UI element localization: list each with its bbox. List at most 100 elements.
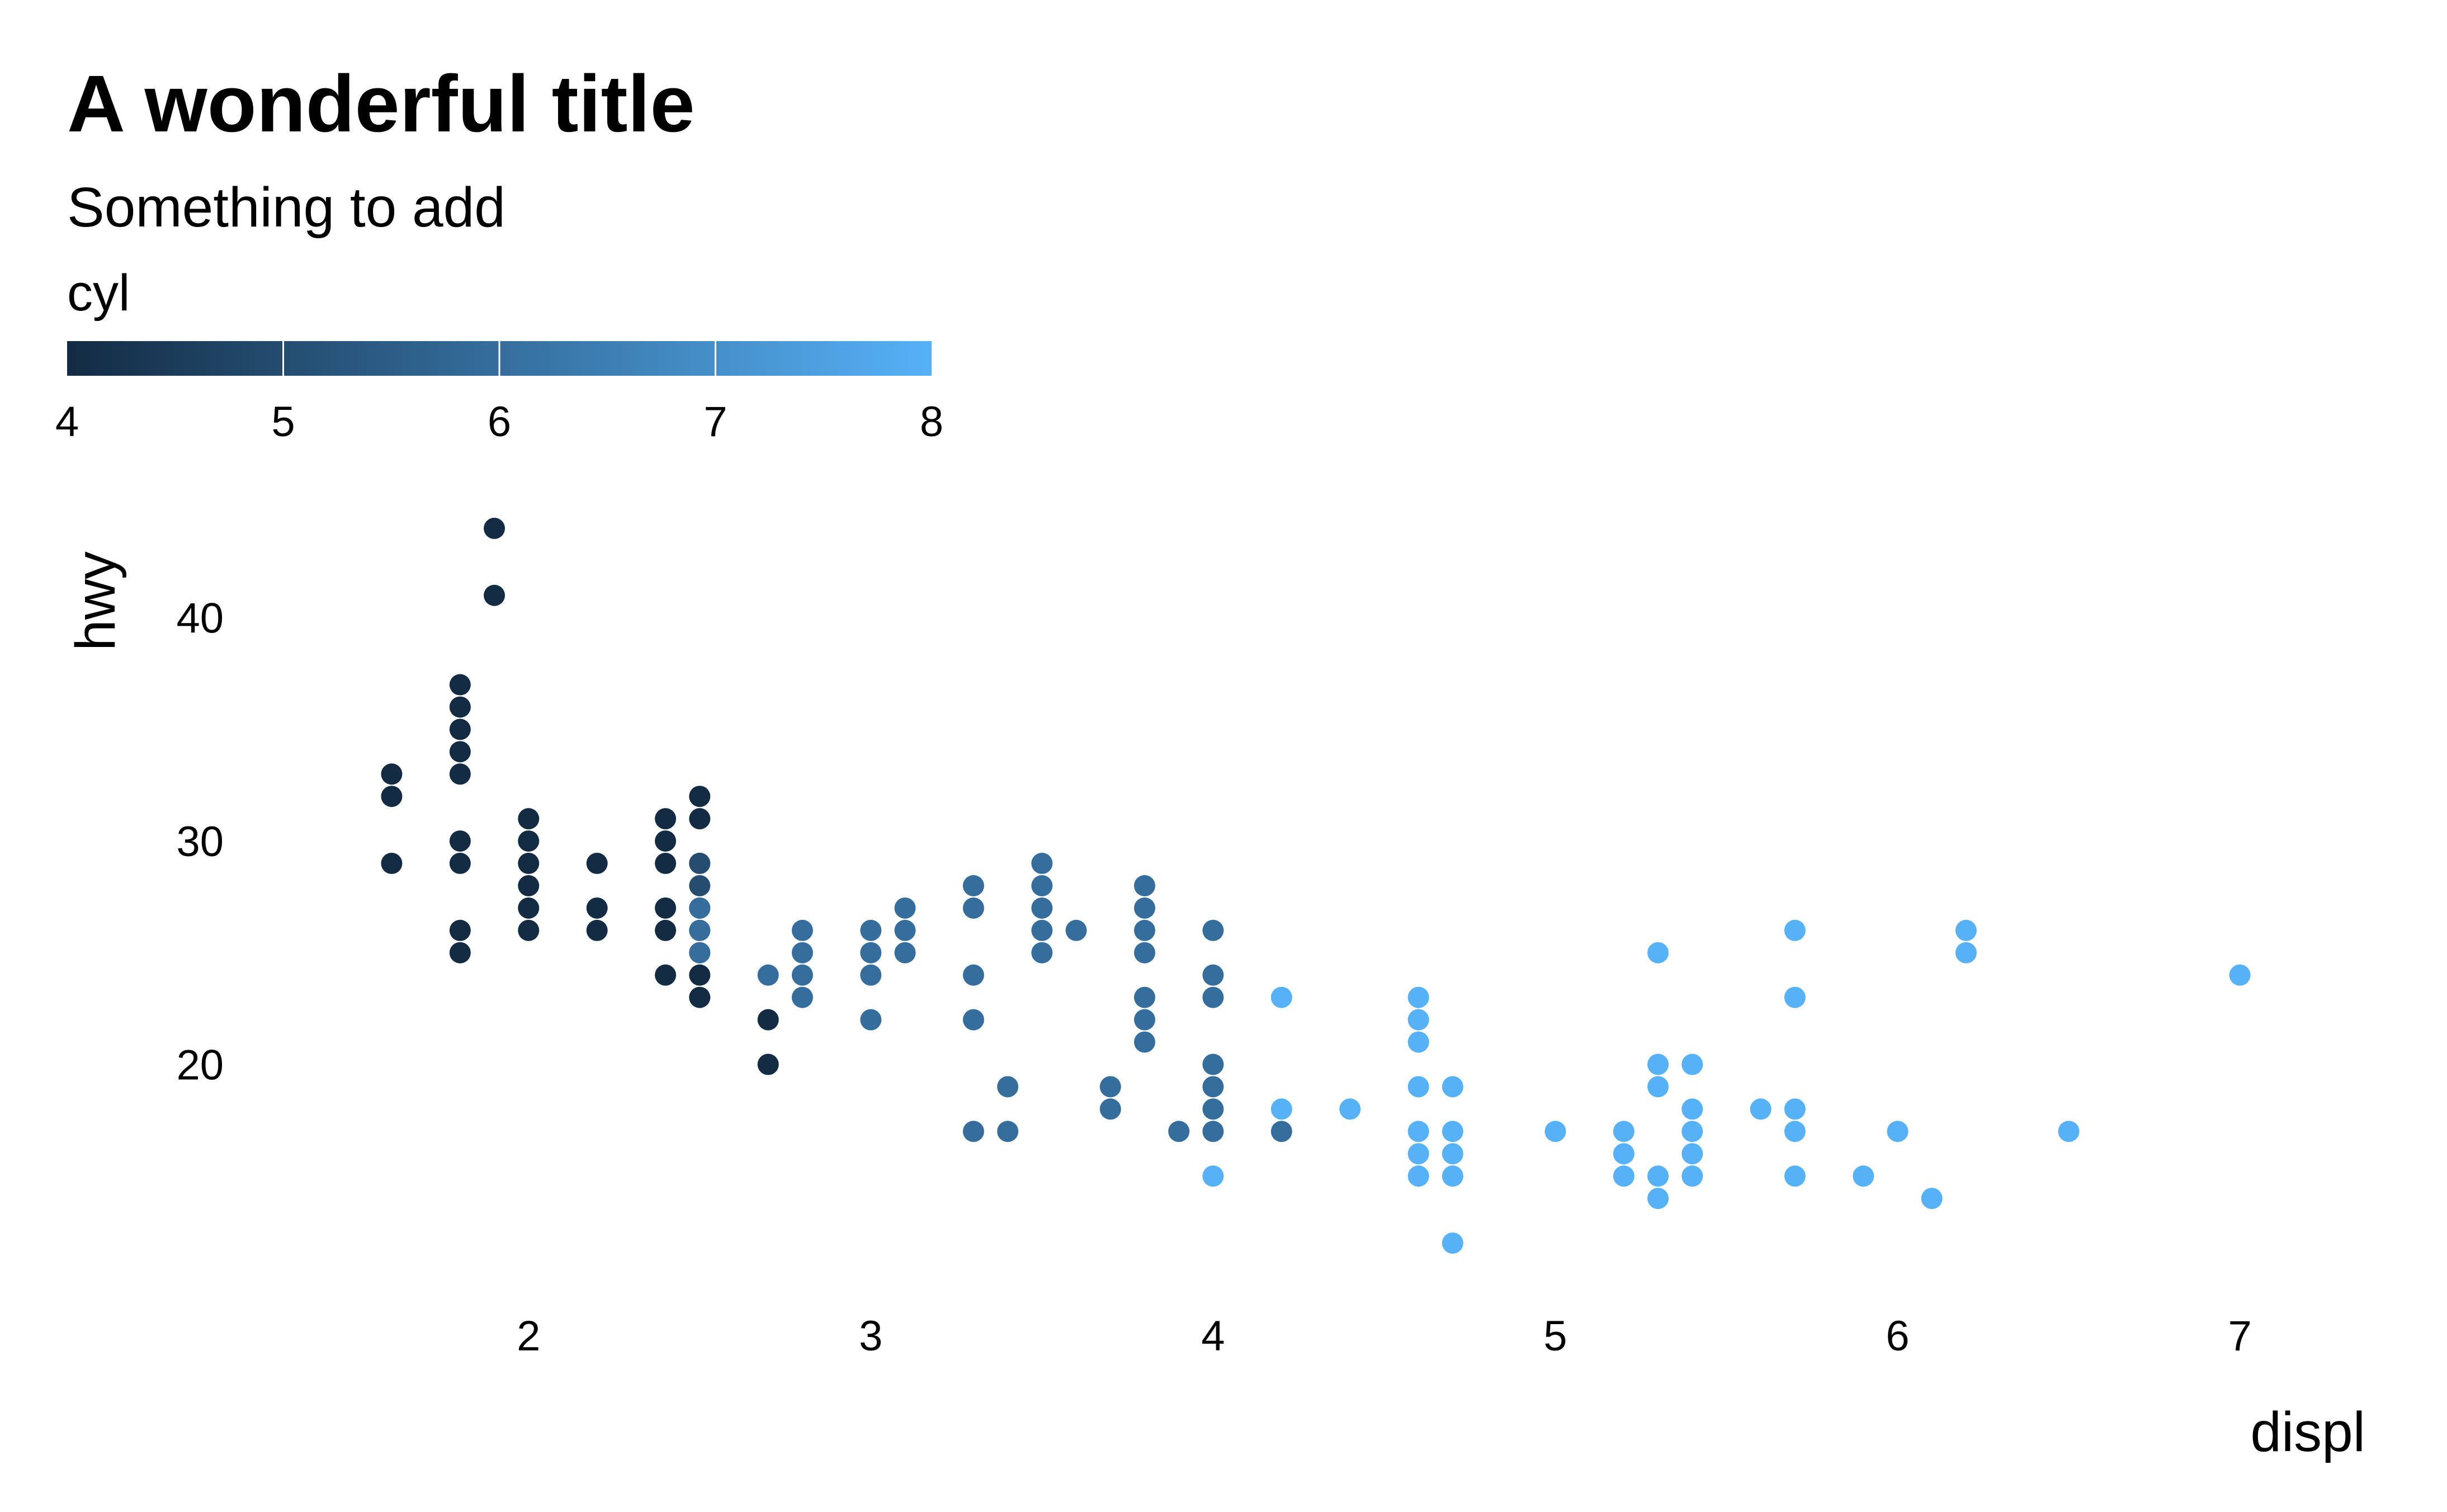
data-point [1133, 919, 1155, 941]
data-point [1681, 1143, 1703, 1165]
y-tick-label: 40 [176, 595, 224, 642]
data-point [1647, 942, 1669, 963]
legend-tick-label: 4 [55, 398, 79, 446]
data-point [1681, 1165, 1703, 1187]
x-axis-ticks: 2 3 4 5 6 7 [517, 1312, 2252, 1360]
data-point [1407, 1121, 1429, 1142]
data-point [1031, 853, 1053, 875]
data-point [689, 808, 711, 830]
data-point [791, 964, 813, 986]
data-point [655, 964, 677, 986]
color-legend: cyl 4 5 6 7 8 [55, 264, 943, 446]
chart-subtitle: Something to add [67, 176, 506, 239]
data-point [1202, 919, 1224, 941]
data-point [1442, 1232, 1463, 1254]
data-point [1681, 1053, 1703, 1075]
legend-tick-label: 8 [920, 398, 943, 446]
data-point [1133, 1031, 1155, 1053]
data-point [518, 830, 540, 852]
data-point [586, 853, 608, 875]
data-point [894, 897, 916, 919]
data-point [1613, 1143, 1635, 1165]
data-point [962, 897, 984, 919]
data-point [381, 763, 403, 785]
data-point [449, 853, 471, 875]
data-point [689, 919, 711, 941]
data-point [1133, 897, 1155, 919]
x-tick-label: 2 [517, 1312, 540, 1360]
data-point [381, 853, 403, 875]
data-point [860, 942, 882, 963]
data-point [1407, 986, 1429, 1008]
data-point [1647, 1053, 1669, 1075]
data-point [1031, 919, 1053, 941]
data-point [1133, 942, 1155, 963]
legend-tick-label: 6 [488, 398, 511, 446]
data-point [1270, 1121, 1292, 1142]
data-point [1202, 1053, 1224, 1075]
data-point [1202, 964, 1224, 986]
data-point [449, 674, 471, 696]
data-point [757, 1053, 779, 1075]
data-point [655, 808, 677, 830]
data-point [1853, 1165, 1874, 1187]
data-point [997, 1076, 1019, 1098]
data-point [1442, 1165, 1463, 1187]
data-point [757, 964, 779, 986]
data-point [484, 584, 506, 606]
data-point [518, 808, 540, 830]
data-point [518, 919, 540, 941]
data-point [1407, 1143, 1429, 1165]
data-point [757, 1009, 779, 1031]
legend-ticks: 4 5 6 7 8 [55, 341, 943, 446]
data-point [1647, 1188, 1669, 1209]
data-point [689, 986, 711, 1008]
data-point [1031, 875, 1053, 896]
data-point [1613, 1165, 1635, 1187]
data-point [962, 964, 984, 986]
data-point [689, 875, 711, 896]
data-point [1339, 1098, 1361, 1120]
legend-title: cyl [67, 264, 130, 322]
data-point [449, 741, 471, 763]
data-point [1784, 1165, 1806, 1187]
data-point [1270, 1098, 1292, 1120]
legend-tick-label: 7 [703, 398, 727, 446]
data-point [1202, 986, 1224, 1008]
data-point [1750, 1098, 1772, 1120]
data-point [655, 853, 677, 875]
data-point [1442, 1143, 1463, 1165]
data-point [860, 964, 882, 986]
data-point [586, 919, 608, 941]
data-point [518, 875, 540, 896]
data-points [381, 517, 2251, 1254]
data-point [1544, 1121, 1566, 1142]
data-point [655, 830, 677, 852]
data-point [962, 875, 984, 896]
data-point [1031, 942, 1053, 963]
y-tick-label: 30 [176, 818, 224, 866]
x-tick-label: 4 [1201, 1312, 1225, 1360]
data-point [689, 786, 711, 807]
data-point [1784, 919, 1806, 941]
data-point [2229, 964, 2251, 986]
data-point [586, 897, 608, 919]
data-point [1133, 1009, 1155, 1031]
data-point [1407, 1031, 1429, 1053]
data-point [449, 763, 471, 785]
data-point [381, 786, 403, 807]
x-tick-label: 5 [1543, 1312, 1567, 1360]
data-point [860, 1009, 882, 1031]
data-point [1442, 1076, 1463, 1098]
data-point [1202, 1098, 1224, 1120]
y-axis-label: hwy [64, 551, 127, 651]
data-point [1647, 1076, 1669, 1098]
data-point [1955, 919, 1977, 941]
data-point [791, 942, 813, 963]
data-point [1168, 1121, 1190, 1142]
data-point [449, 719, 471, 740]
data-point [449, 919, 471, 941]
data-point [1784, 1098, 1806, 1120]
data-point [791, 986, 813, 1008]
